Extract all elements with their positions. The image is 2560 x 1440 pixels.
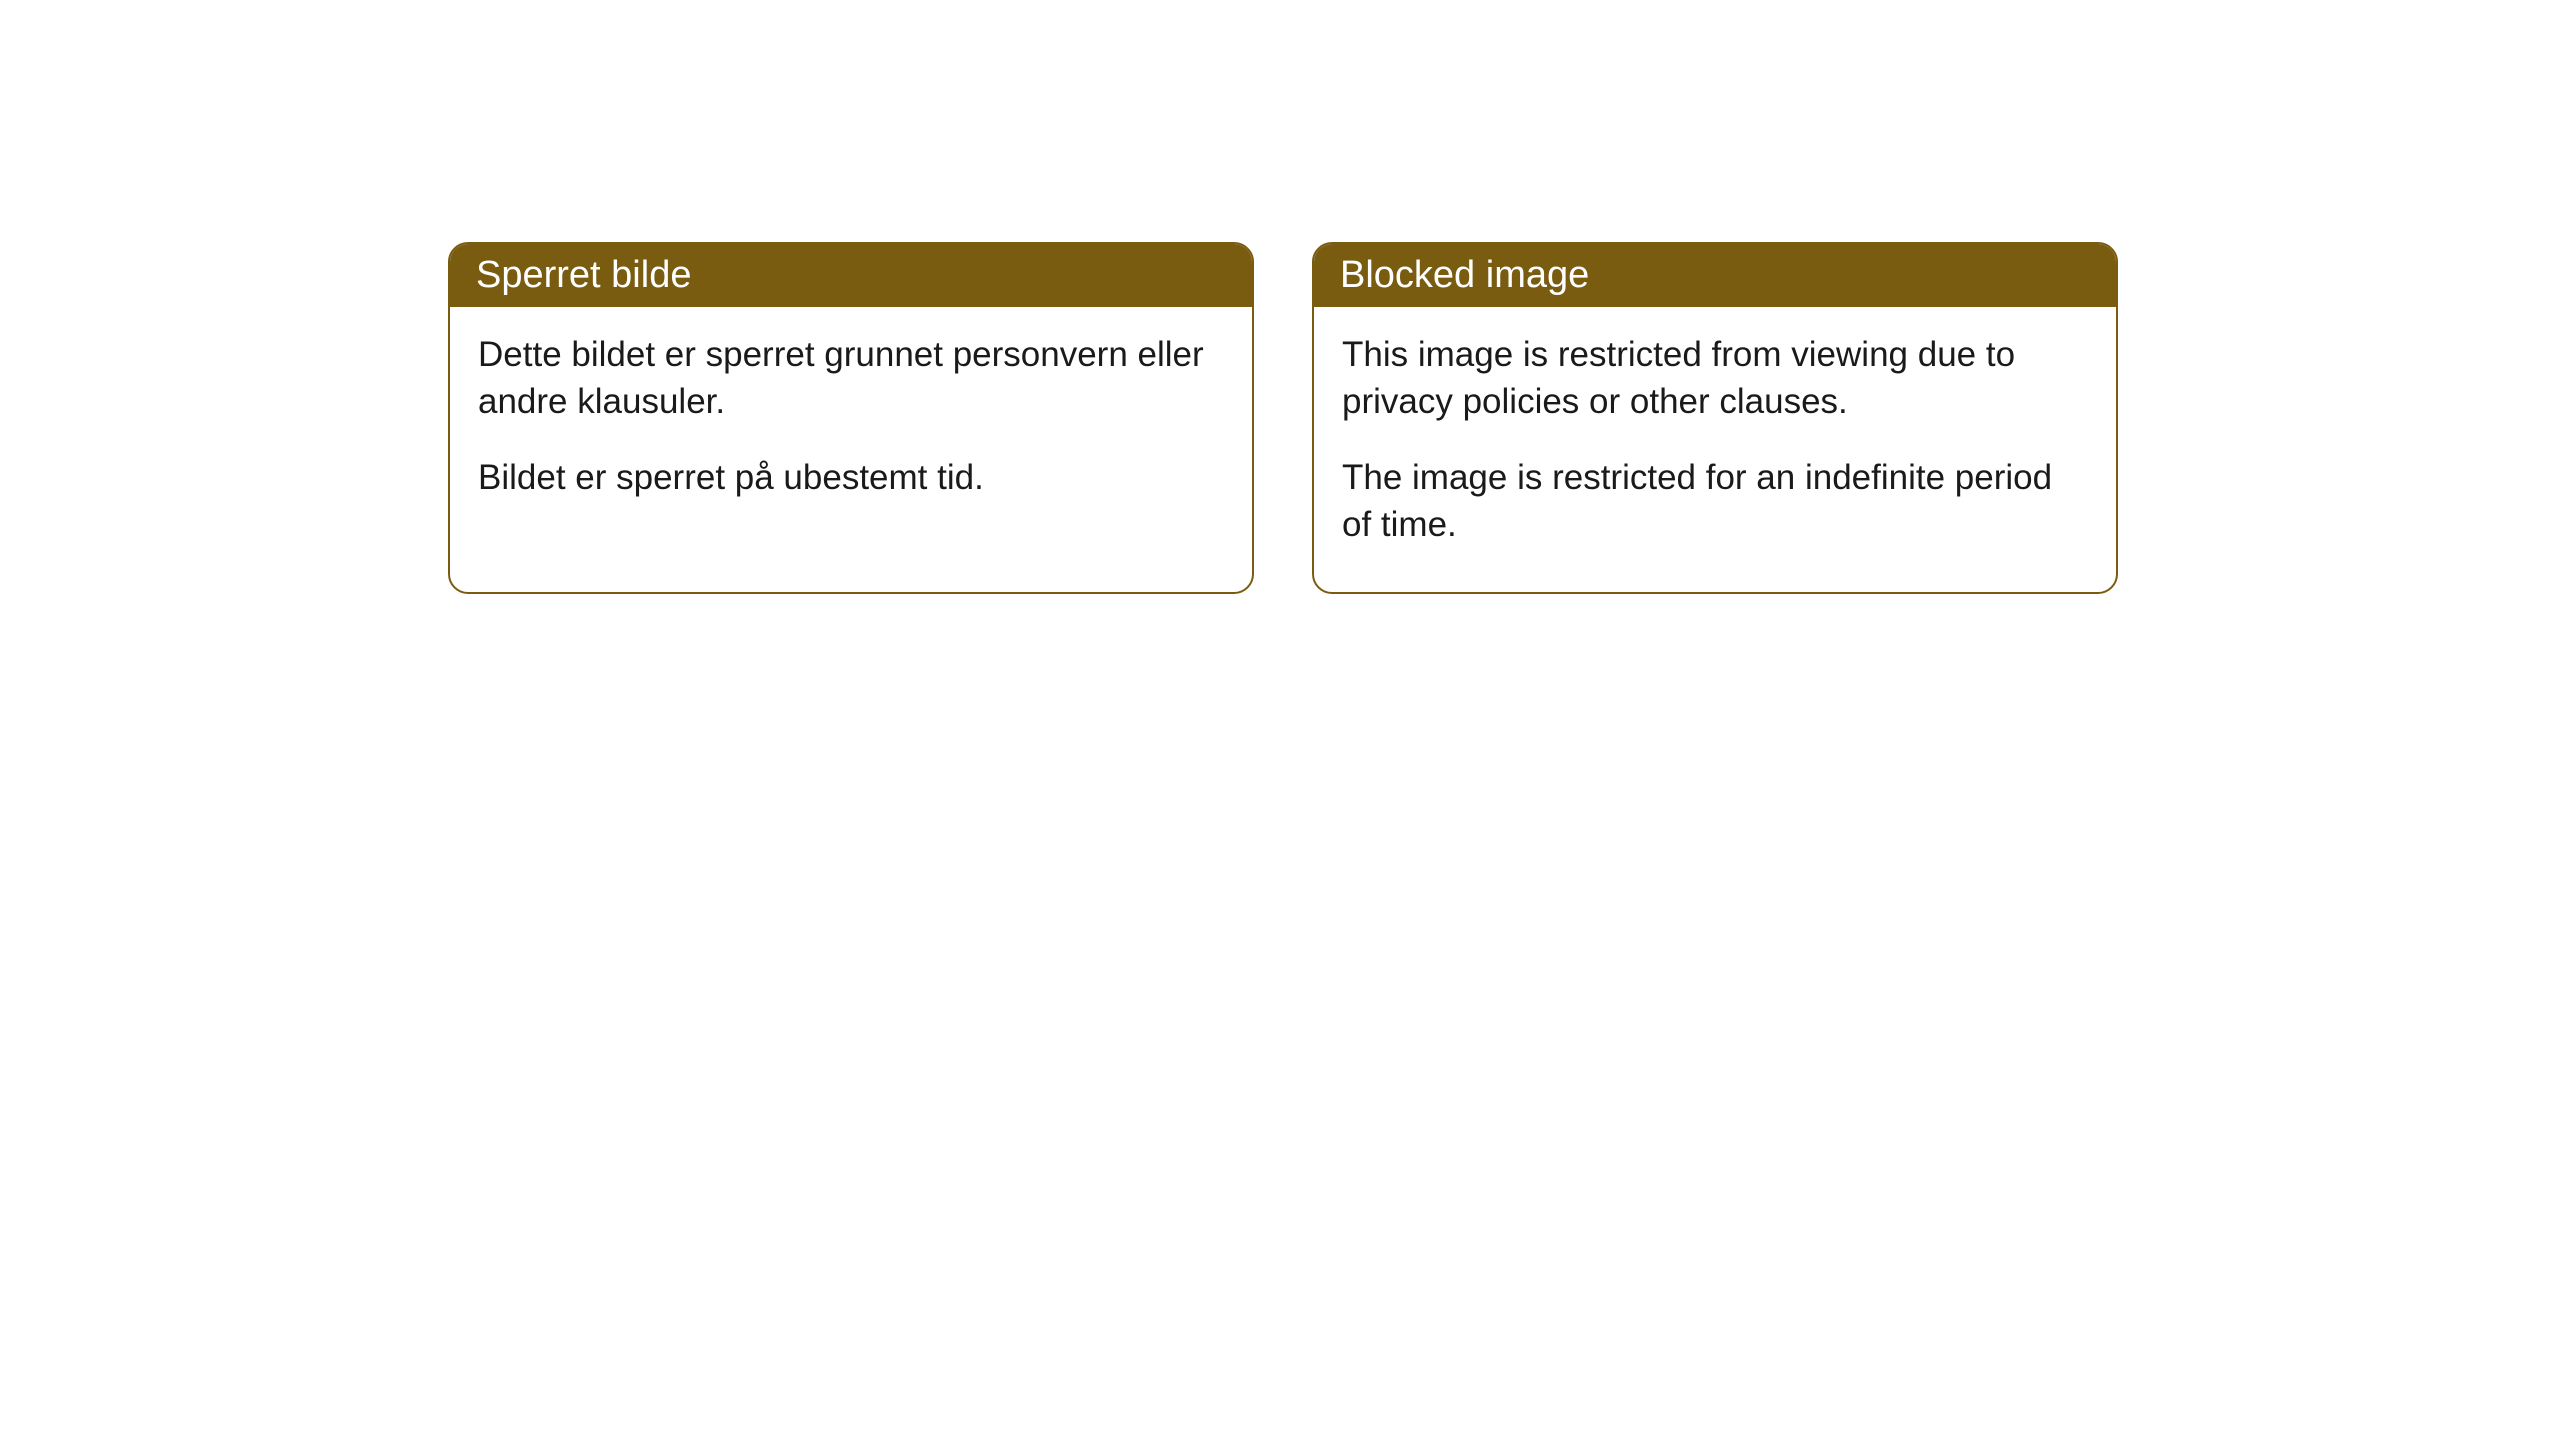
card-paragraph-2: The image is restricted for an indefinit… [1342, 454, 2088, 549]
card-body: Dette bildet er sperret grunnet personve… [450, 307, 1252, 545]
card-title: Blocked image [1340, 254, 1589, 296]
notice-card-english: Blocked image This image is restricted f… [1312, 242, 2118, 594]
card-paragraph-1: This image is restricted from viewing du… [1342, 331, 2088, 426]
notice-card-norwegian: Sperret bilde Dette bildet er sperret gr… [448, 242, 1254, 594]
notice-container: Sperret bilde Dette bildet er sperret gr… [0, 0, 2560, 594]
card-paragraph-2: Bildet er sperret på ubestemt tid. [478, 454, 1224, 501]
card-paragraph-1: Dette bildet er sperret grunnet personve… [478, 331, 1224, 426]
card-title: Sperret bilde [476, 254, 691, 296]
card-header: Blocked image [1314, 244, 2116, 307]
card-body: This image is restricted from viewing du… [1314, 307, 2116, 592]
card-header: Sperret bilde [450, 244, 1252, 307]
